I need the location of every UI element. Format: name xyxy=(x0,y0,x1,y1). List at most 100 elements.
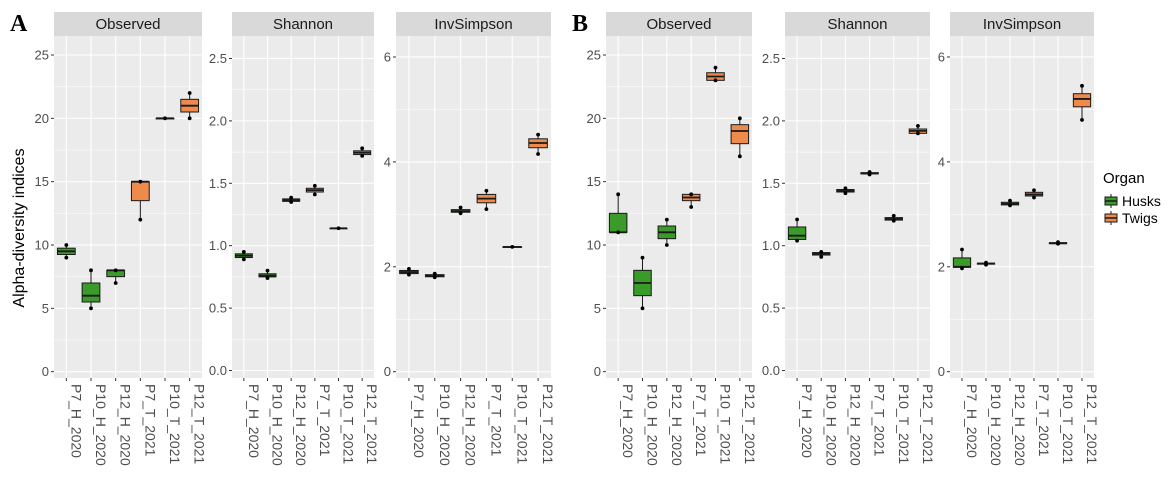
y-tick-label: 1.0 xyxy=(762,238,780,253)
data-point xyxy=(960,247,964,252)
data-point xyxy=(336,226,341,231)
box-P10_H_2020 xyxy=(258,268,277,281)
y-tick-label: 20 xyxy=(587,111,601,126)
y-tick-label: 25 xyxy=(35,48,49,63)
data-point xyxy=(689,192,694,197)
legend-title: Organ xyxy=(1103,170,1145,187)
data-point xyxy=(187,91,192,95)
y-tick-label: 2.5 xyxy=(762,51,780,66)
data-point xyxy=(458,211,463,216)
box-P7_H_2020 xyxy=(56,243,76,260)
data-point xyxy=(1080,118,1084,122)
y-tick-label: 2.0 xyxy=(209,113,227,128)
data-point xyxy=(713,78,718,83)
data-point xyxy=(640,306,645,311)
data-point xyxy=(265,276,270,281)
box-P10_T_2021 xyxy=(502,244,523,249)
x-tick-label: P7_H_2020 xyxy=(411,384,427,458)
facet-strip-label: Observed xyxy=(646,16,711,33)
data-point xyxy=(916,131,920,136)
x-tick-label: P12_H_2020 xyxy=(847,384,863,466)
y-tick-label: 6 xyxy=(384,49,391,64)
data-point xyxy=(312,183,317,188)
x-tick-label: P7_H_2020 xyxy=(964,384,980,458)
facet-strip xyxy=(950,12,1094,36)
facet-observed-b: Observed 0 5 10 15 20 25 P7_H_2020 P10_H_2020 P12… xyxy=(587,12,758,466)
data-point xyxy=(187,116,192,121)
data-point xyxy=(891,218,896,223)
box-P10_H_2020 xyxy=(633,255,652,311)
plot-area xyxy=(396,36,551,378)
y-tick-label: 0.0 xyxy=(762,363,780,378)
y-tick-label: 0.5 xyxy=(209,301,227,316)
data-point xyxy=(843,186,848,191)
data-point xyxy=(819,255,824,259)
x-tick-label: P10_H_2020 xyxy=(645,384,661,466)
facet-strip xyxy=(232,12,374,36)
data-point xyxy=(689,205,694,209)
plot-area xyxy=(54,36,202,378)
x-tick-label: P7_T_2021 xyxy=(488,384,504,457)
y-tick-label: 4 xyxy=(384,154,391,169)
x-tick-label: P12_H_2020 xyxy=(118,384,134,466)
x-tick-label: P7_T_2021 xyxy=(693,384,709,457)
data-point xyxy=(891,213,896,218)
data-point xyxy=(89,306,93,311)
box-P12_T_2021 xyxy=(908,123,928,136)
legend-label-twigs: Twigs xyxy=(1122,210,1158,226)
facet-invsimpson-a: InvSimpson 0 2 4 6 P7_H_2020 P10_H_2020 P12_H_2… xyxy=(384,12,556,466)
data-point xyxy=(407,272,411,277)
x-tick-label: P12_T_2021 xyxy=(192,384,208,464)
data-point xyxy=(536,152,540,156)
data-point xyxy=(1008,198,1012,203)
box-P10_T_2021 xyxy=(884,213,903,223)
data-point xyxy=(138,179,143,184)
box-P12_H_2020 xyxy=(1000,198,1020,208)
x-tick-label: P7_T_2021 xyxy=(1036,384,1052,457)
x-tick-label: P10_H_2020 xyxy=(93,384,109,466)
data-point xyxy=(616,192,621,197)
box-P12_T_2021 xyxy=(730,116,750,159)
y-tick-label: 1.5 xyxy=(209,176,227,191)
y-tick-label: 0.5 xyxy=(762,301,780,316)
box-iqr xyxy=(1072,93,1092,108)
y-tick-label: 0 xyxy=(938,364,945,379)
y-tick-label: 2 xyxy=(938,259,945,274)
data-point xyxy=(360,146,365,151)
legend-label-husks: Husks xyxy=(1122,193,1161,209)
data-point xyxy=(984,260,988,265)
facet-strip xyxy=(396,12,551,36)
box-P12_T_2021 xyxy=(528,132,548,156)
data-point xyxy=(536,132,540,137)
data-point xyxy=(737,154,742,159)
box-P10_H_2020 xyxy=(424,271,445,280)
x-tick-label: P10_T_2021 xyxy=(718,384,734,464)
legend-key-twigs xyxy=(1104,211,1118,225)
legend: Organ Husks Twigs xyxy=(1103,170,1161,226)
box-P7_H_2020 xyxy=(234,250,253,262)
box-iqr xyxy=(81,282,101,303)
facet-strip-label: InvSimpson xyxy=(983,16,1061,33)
y-tick-label: 5 xyxy=(42,301,49,316)
x-tick-label: P12_T_2021 xyxy=(540,384,556,464)
data-point xyxy=(1008,203,1012,208)
y-tick-label: 15 xyxy=(587,174,601,189)
box-P10_H_2020 xyxy=(812,250,831,259)
facet-strip-label: Observed xyxy=(95,16,160,33)
box-P10_T_2021 xyxy=(706,65,725,83)
facet-strip-label: InvSimpson xyxy=(434,16,512,33)
data-point xyxy=(432,275,437,280)
data-point xyxy=(312,192,317,197)
box-P12_H_2020 xyxy=(657,217,677,247)
box-P10_H_2020 xyxy=(81,268,101,311)
data-point xyxy=(867,170,872,174)
plot-area xyxy=(950,36,1094,378)
data-point xyxy=(64,243,69,247)
y-tick-label: 15 xyxy=(35,174,49,189)
y-tick-label: 2 xyxy=(384,259,391,274)
y-tick-label: 4 xyxy=(938,154,945,169)
box-P12_H_2020 xyxy=(836,186,855,196)
box-P7_H_2020 xyxy=(399,266,419,277)
data-point xyxy=(1032,188,1036,193)
data-point xyxy=(640,255,645,260)
